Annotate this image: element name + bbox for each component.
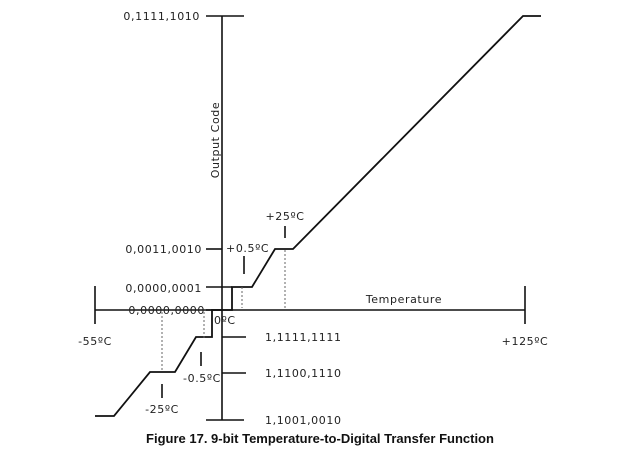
x-label-max: +125ºC bbox=[502, 335, 549, 348]
x-label-zero: 0ºC bbox=[214, 314, 236, 327]
y-label-m25: 1,1100,1110 bbox=[265, 367, 342, 380]
transfer-function-line bbox=[95, 15, 541, 417]
y-label-m1: 1,1111,1111 bbox=[265, 331, 342, 344]
x-label-half-pos: +0.5ºC bbox=[226, 242, 269, 255]
x-label-25-pos: +25ºC bbox=[265, 210, 304, 223]
x-axis-title: Temperature bbox=[365, 293, 442, 306]
y-label-min: 1,1001,0010 bbox=[265, 414, 342, 427]
y-label-1: 0,0000,0001 bbox=[125, 282, 202, 295]
x-label-min: -55ºC bbox=[78, 335, 112, 348]
figure-caption: Figure 17. 9-bit Temperature-to-Digital … bbox=[146, 431, 494, 446]
y-label-max: 0,1111,1010 bbox=[123, 10, 200, 23]
y-label-0: 0,0000,0000 bbox=[128, 304, 205, 317]
x-label-25-neg: -25ºC bbox=[145, 403, 179, 416]
x-label-half-neg: -0.5ºC bbox=[183, 372, 221, 385]
y-axis-title: Output Code bbox=[209, 102, 222, 178]
y-label-25: 0,0011,0010 bbox=[125, 243, 202, 256]
